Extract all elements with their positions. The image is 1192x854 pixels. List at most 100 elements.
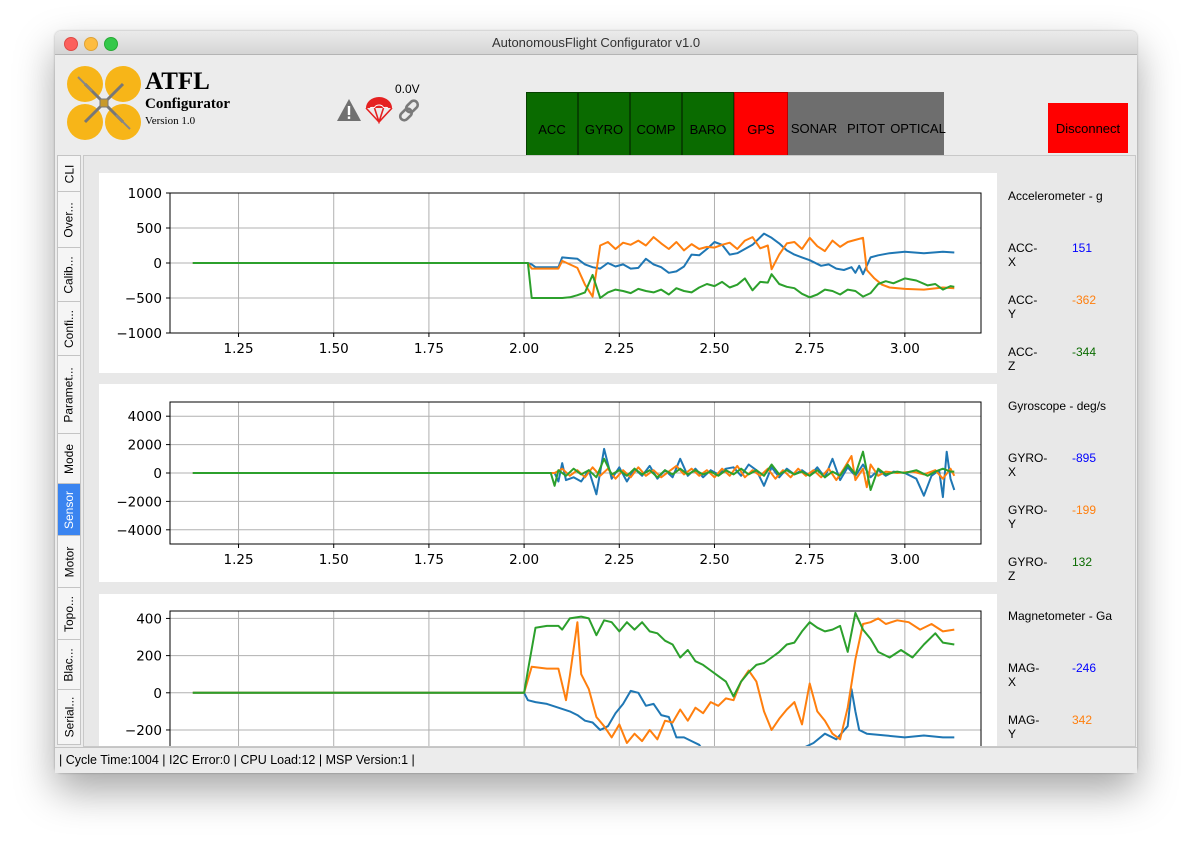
series-line-y xyxy=(192,236,955,298)
series-line-z xyxy=(192,262,955,299)
x-tick-label: 1.25 xyxy=(224,341,254,357)
tab-mode[interactable]: Mode xyxy=(58,434,80,484)
y-tick-label: −200 xyxy=(125,723,162,739)
x-tick-label: 1.25 xyxy=(224,552,254,568)
tab-label: Mode xyxy=(62,443,76,474)
sensor-acc-indicator: ACC xyxy=(526,92,578,166)
sensor-optical-indicator: OPTICAL xyxy=(890,92,946,164)
tab-serial[interactable]: Serial... xyxy=(58,690,80,744)
y-tick-label: 500 xyxy=(136,221,162,237)
side-tab-bar: CLI Over... Calib... Confi... Paramet...… xyxy=(57,155,81,745)
mag-x-value: -246 xyxy=(1072,661,1097,675)
acc-y-value: -362 xyxy=(1072,293,1097,307)
y-tick-label: 0 xyxy=(153,256,162,272)
warning-icon xyxy=(337,99,361,121)
acc-y-label: ACC-Y xyxy=(1008,293,1038,321)
zoom-window-button[interactable] xyxy=(104,37,118,51)
tab-parameters[interactable]: Paramet... xyxy=(58,356,80,434)
y-tick-label: −500 xyxy=(125,291,162,307)
brand: ATFL Configurator Version 1.0 xyxy=(145,69,230,129)
y-tick-label: 1000 xyxy=(128,186,162,202)
y-tick-label: −1000 xyxy=(116,326,162,342)
y-tick-label: 2000 xyxy=(128,438,162,454)
plot-frame xyxy=(169,192,982,334)
close-window-button[interactable] xyxy=(64,37,78,51)
tab-label: CLI xyxy=(62,164,76,183)
link-icon xyxy=(398,99,420,122)
y-tick-label: −2000 xyxy=(116,494,162,510)
header: ATFL Configurator Version 1.0 0.0V ACC G… xyxy=(55,55,1137,166)
mag-x-label: MAG-X xyxy=(1008,661,1040,689)
gyroscope-title: Gyroscope - deg/s xyxy=(1008,399,1107,413)
x-tick-label: 2.50 xyxy=(699,341,729,357)
tab-configuration[interactable]: Confi... xyxy=(58,302,80,356)
sensor-pitot-indicator: PITOT xyxy=(840,92,892,164)
y-tick-label: −4000 xyxy=(116,523,162,539)
acc-z-value: -344 xyxy=(1072,345,1097,359)
y-tick-label: 0 xyxy=(153,686,162,702)
accelerometer-chart: 1.25 1.50 1.75 2.00 2.25 2.50 2.75 3.00 1000 500 0… xyxy=(116,186,982,357)
disconnect-button[interactable]: Disconnect xyxy=(1048,103,1128,153)
brand-name: ATFL xyxy=(145,68,210,95)
x-tick-label: 2.50 xyxy=(699,552,729,568)
y-tick-label: 4000 xyxy=(128,409,162,425)
tab-label: Over... xyxy=(62,201,76,238)
series-line-x xyxy=(192,688,955,746)
tab-label: Confi... xyxy=(62,309,77,348)
status-bar: | Cycle Time:1004 | I2C Error:0 | CPU Lo… xyxy=(55,747,1137,773)
tab-label: Calib... xyxy=(62,255,77,294)
mag-y-label: MAG-Y xyxy=(1008,713,1040,741)
x-tick-label: 2.25 xyxy=(604,552,634,568)
tab-cli[interactable]: CLI xyxy=(58,156,80,192)
sensor-panel: 1.25 1.50 1.75 2.00 2.25 2.50 2.75 3.00 1000 500 0… xyxy=(83,155,1136,747)
sensor-baro-indicator: BARO xyxy=(682,92,734,166)
magnetometer-title: Magnetometer - Ga xyxy=(1008,609,1113,623)
plot-frame xyxy=(169,610,982,746)
plot-frame xyxy=(169,401,982,545)
sensor-comp-indicator: COMP xyxy=(630,92,682,166)
gyroscope-chart: 1.25 1.50 1.75 2.00 2.25 2.50 2.75 3.00 4000 2000… xyxy=(116,401,982,568)
y-tick-label: 0 xyxy=(153,466,162,482)
acc-z-label: ACC-Z xyxy=(1008,345,1038,373)
sensor-gps-indicator: GPS xyxy=(734,92,788,166)
gyro-z-label: GYRO-Z xyxy=(1008,555,1048,583)
title-bar: AutonomousFlight Configurator v1.0 xyxy=(55,31,1137,55)
tab-label: Serial... xyxy=(62,696,76,738)
tab-motor[interactable]: Motor xyxy=(58,536,80,588)
x-tick-label: 3.00 xyxy=(890,552,920,568)
accelerometer-plot: 1.25 1.50 1.75 2.00 2.25 2.50 2.75 3.00 1000 500 0… xyxy=(99,173,997,373)
tab-label: Blac... xyxy=(62,647,77,682)
tab-label: Sensor xyxy=(62,490,76,529)
gyro-z-value: 132 xyxy=(1072,555,1093,569)
tab-topology[interactable]: Topo... xyxy=(58,588,80,640)
x-tick-label: 2.75 xyxy=(795,552,825,568)
x-tick-label: 2.75 xyxy=(795,341,825,357)
tab-calibration[interactable]: Calib... xyxy=(58,248,80,302)
gyro-x-value: -895 xyxy=(1072,451,1097,465)
battery-voltage: 0.0V xyxy=(395,82,420,96)
y-tick-label: 200 xyxy=(136,649,162,665)
gyro-y-label: GYRO-Y xyxy=(1008,503,1048,531)
x-tick-label: 2.25 xyxy=(604,341,634,357)
gyroscope-plot: 1.25 1.50 1.75 2.00 2.25 2.50 2.75 3.00 4000 2000… xyxy=(99,384,997,582)
parachute-icon xyxy=(365,97,393,124)
mag-y-value: 342 xyxy=(1072,713,1093,727)
brand-subtitle: Configurator xyxy=(145,96,230,112)
tab-blackbox[interactable]: Blac... xyxy=(58,640,80,690)
tab-overview[interactable]: Over... xyxy=(58,192,80,248)
accelerometer-title: Accelerometer - g xyxy=(1008,189,1103,203)
x-tick-label: 1.75 xyxy=(414,552,444,568)
x-tick-label: 1.50 xyxy=(319,341,349,357)
x-tick-label: 2.00 xyxy=(509,341,539,357)
y-tick-label: 400 xyxy=(136,611,162,627)
sensor-sonar-indicator: SONAR xyxy=(788,92,840,164)
tab-label: Motor xyxy=(62,546,76,577)
status-text: | Cycle Time:1004 | I2C Error:0 | CPU Lo… xyxy=(59,753,415,767)
minimize-window-button[interactable] xyxy=(84,37,98,51)
window-title: AutonomousFlight Configurator v1.0 xyxy=(491,35,701,50)
tab-label: Paramet... xyxy=(62,366,77,423)
tab-sensor[interactable]: Sensor xyxy=(58,484,80,536)
x-tick-label: 1.50 xyxy=(319,552,349,568)
